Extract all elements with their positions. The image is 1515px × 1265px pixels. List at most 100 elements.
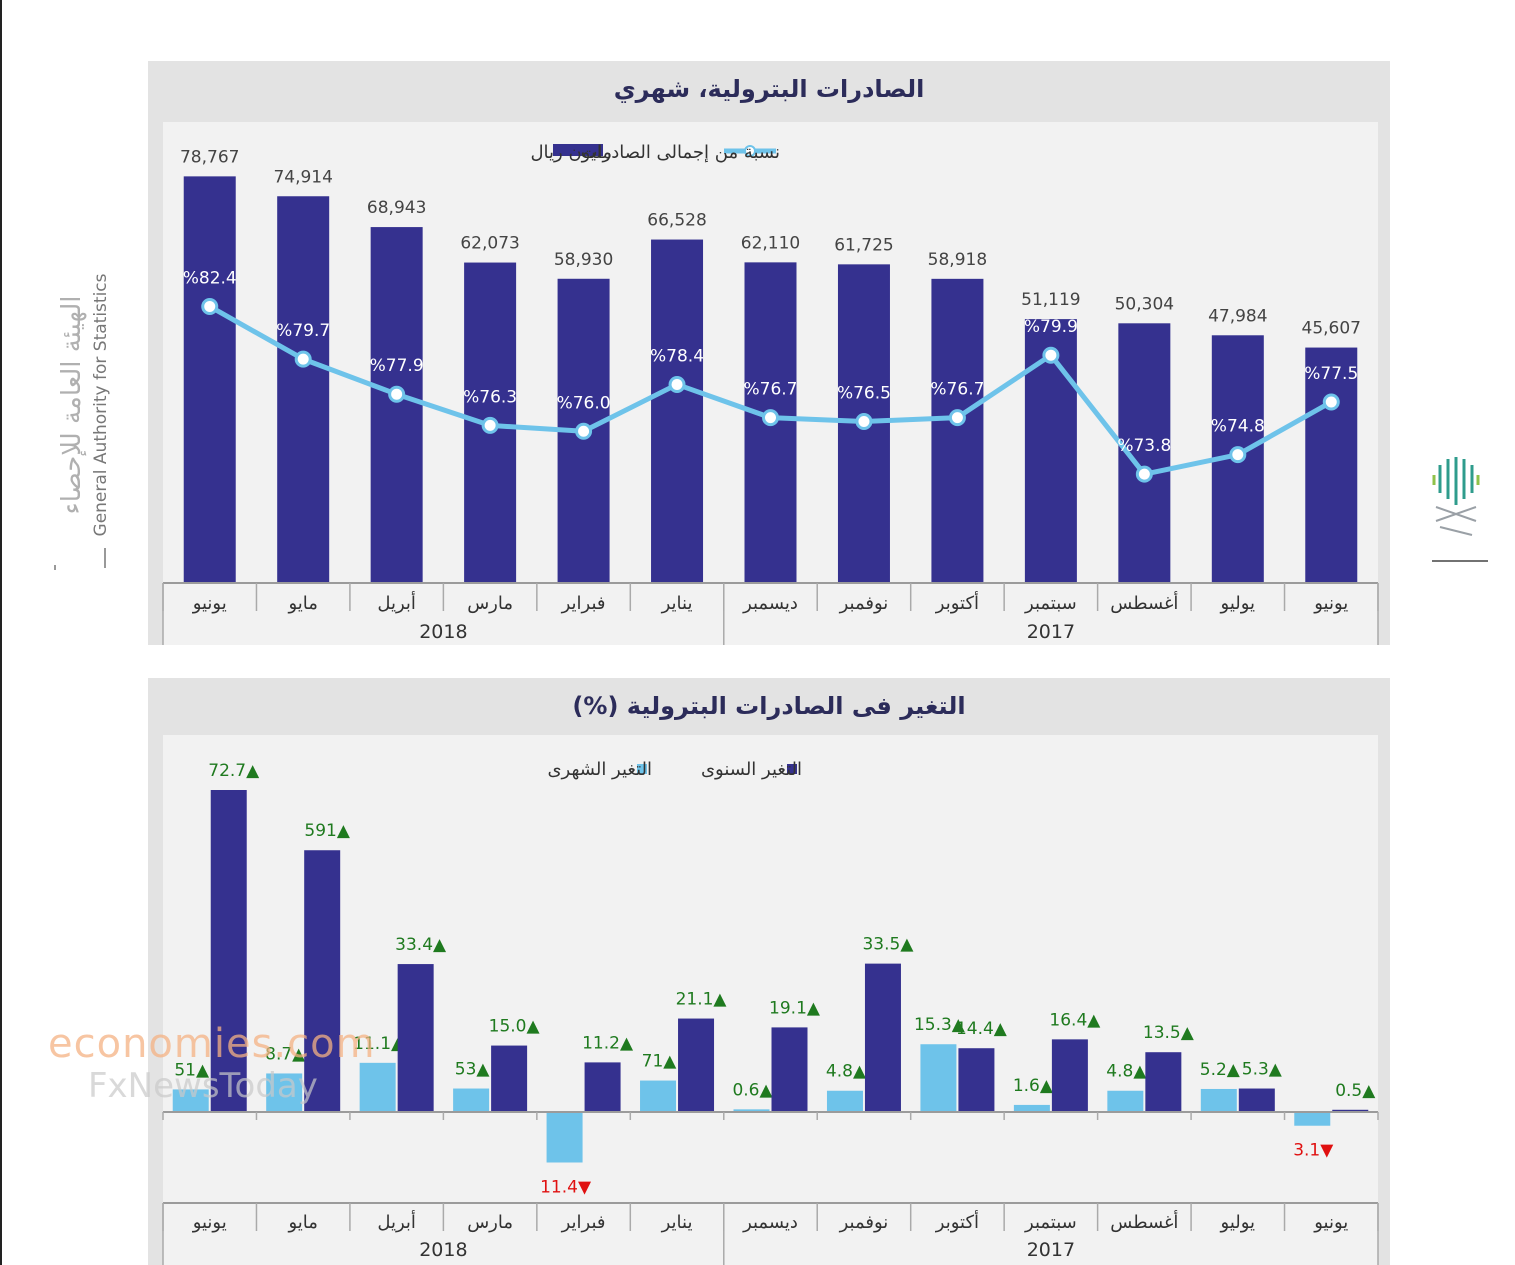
bar-value-label: 33.5▲	[862, 935, 914, 955]
bar-value-label: 68,943	[367, 198, 426, 218]
bar-value-label: 51,119	[1021, 290, 1080, 310]
bar-value-label: 19.1▲	[769, 998, 821, 1018]
bar	[359, 1062, 396, 1112]
x-tick-label: أبريل	[377, 1210, 416, 1233]
bar	[397, 964, 434, 1112]
legend-marker-line	[744, 145, 756, 157]
bar	[304, 850, 341, 1112]
bar-value-label: 0.5▲	[1335, 1081, 1376, 1101]
percent-marker	[1322, 393, 1340, 411]
year-label: 2018	[419, 1239, 467, 1261]
bar-value-label: 72.7▲	[208, 761, 260, 781]
x-tick-label: سبتمبر	[1024, 593, 1077, 614]
x-tick-label: مارس	[467, 593, 513, 614]
bar-value-label: 5.3▲	[1242, 1060, 1283, 1080]
percent-marker	[762, 409, 779, 427]
x-tick-label: ديسمبر	[742, 593, 798, 614]
percent-marker	[1042, 346, 1060, 364]
org-name-english: General Authority for Statistics	[91, 273, 111, 536]
bar	[1051, 1039, 1088, 1112]
percent-marker	[575, 422, 593, 440]
bar	[678, 1018, 715, 1112]
percent-marker	[948, 409, 966, 427]
percent-value-label: %77.5	[1304, 364, 1358, 384]
org-name-english-text: General Authority for Statistics	[91, 273, 111, 536]
percent-marker	[855, 413, 873, 430]
x-tick-label: أغسطس	[1110, 591, 1178, 614]
bar-value-label: 11.1▲	[353, 1034, 405, 1054]
bar	[733, 1109, 770, 1112]
x-tick-label: يوليو	[1220, 593, 1256, 614]
percent-value-label: %76.5	[837, 384, 891, 404]
percent-value-label: %76.0	[557, 393, 611, 413]
percent-value-label: %76.7	[743, 380, 797, 400]
legend-swatch-monthly	[637, 764, 647, 774]
x-tick-label: يونيو	[1313, 1212, 1348, 1233]
bar	[931, 278, 984, 583]
bar-value-label: 4.8▲	[1106, 1062, 1147, 1082]
bar-value-label: 51▲	[174, 1060, 210, 1080]
bar	[1332, 1109, 1369, 1112]
bar-value-label: 62,110	[741, 233, 800, 253]
x-tick-label: أكتوبر	[935, 1210, 979, 1233]
bar	[920, 1044, 957, 1112]
legend-label-bars: مليون ريال	[530, 142, 612, 163]
watermark-line1: economies.com	[48, 1025, 376, 1067]
bar-value-label: 13.5▲	[1143, 1023, 1195, 1043]
bar	[1107, 1090, 1144, 1112]
x-tick-label: أغسطس	[1110, 1210, 1178, 1233]
org-rule-2	[104, 548, 106, 568]
bar-value-label: 16.4▲	[1049, 1010, 1101, 1030]
bar-value-label: 4.8▲	[826, 1062, 867, 1082]
x-tick-label: أبريل	[377, 591, 416, 614]
bar-value-label: 11.4▼	[540, 1177, 592, 1197]
x-tick-label: يناير	[661, 1212, 693, 1233]
org-rule	[54, 565, 56, 570]
percent-value-label: %82.4	[183, 268, 237, 288]
percent-marker	[1229, 446, 1247, 464]
bar-value-label: 66,528	[647, 211, 706, 231]
x-tick-label: ديسمبر	[742, 1212, 798, 1233]
bar-value-label: 15.3▲	[914, 1015, 966, 1035]
bar	[277, 196, 330, 583]
bar	[370, 227, 423, 583]
bar-value-label: 61,725	[834, 235, 893, 255]
x-tick-label: يناير	[661, 593, 693, 614]
bar-value-label: 74,914	[273, 167, 332, 187]
legend-label-monthly: التغير الشهرى	[547, 759, 652, 780]
bar	[651, 239, 704, 583]
percent-marker	[294, 350, 312, 368]
bar	[210, 790, 247, 1112]
x-tick-label: نوفمبر	[839, 1212, 889, 1233]
bar	[1305, 347, 1358, 583]
bar	[864, 963, 901, 1112]
percent-marker	[668, 375, 686, 393]
org-name-arabic-text: الهيئة العامة للإحصاء	[57, 296, 87, 515]
bar-value-label: 14.4▲	[956, 1019, 1008, 1039]
legend-swatch-annual	[787, 764, 797, 774]
bar-value-label: 78,767	[180, 147, 239, 167]
left-border	[0, 0, 2, 1265]
percent-marker	[388, 385, 406, 403]
chart2-title: التغير فى الصادرات البترولية (%)	[572, 692, 966, 720]
bar-value-label: 21.1▲	[676, 990, 728, 1010]
bar	[826, 1090, 863, 1112]
bar	[1200, 1088, 1237, 1112]
bar	[771, 1027, 808, 1112]
x-tick-label: مارس	[467, 1212, 513, 1233]
bar	[266, 1073, 303, 1112]
bar-value-label: 15.0▲	[489, 1017, 541, 1037]
x-tick-label: فبراير	[561, 1212, 606, 1233]
legend-label-line: نسبة من إجمالى الصادرات	[581, 142, 780, 163]
percent-value-label: %76.7	[930, 380, 984, 400]
x-tick-label: أكتوبر	[935, 591, 979, 614]
percent-value-label: %78.4	[650, 346, 704, 366]
bar-value-label: 50,304	[1115, 294, 1174, 314]
bar	[1294, 1112, 1331, 1126]
percent-marker	[1135, 465, 1153, 483]
x-tick-label: يوليو	[1220, 1212, 1256, 1233]
bar	[1013, 1104, 1050, 1112]
legend-label-annual: التغير السنوى	[701, 759, 802, 780]
